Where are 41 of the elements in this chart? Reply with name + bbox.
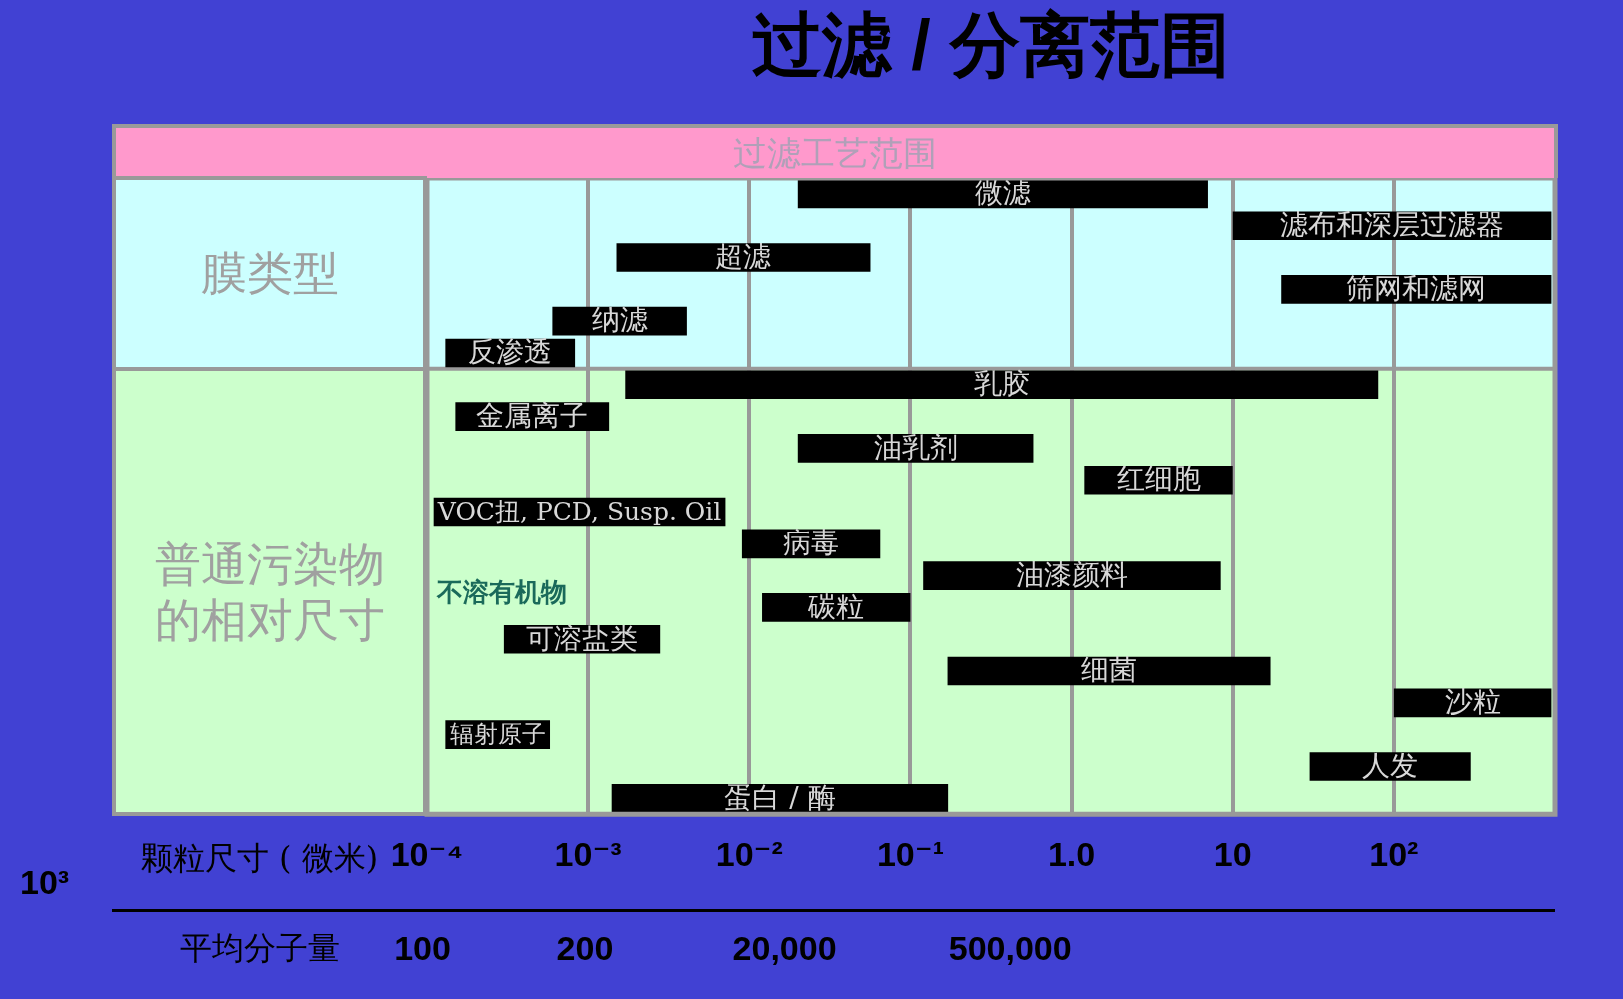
y-tick-label: 超滤 xyxy=(715,239,772,273)
y-tick-label: 筛网和滤网 xyxy=(1346,271,1487,305)
x-tick-label: 10⁻¹ xyxy=(876,834,944,873)
text: 10³ xyxy=(20,862,70,901)
x-tick-label: 10⁻³ xyxy=(554,834,622,873)
y-tick-label: 蛋白 / 酶 xyxy=(724,780,836,814)
y-tick-label: 乳胶 xyxy=(973,367,1030,401)
text: 平均分子量 xyxy=(179,929,340,968)
chart-subtitle: 过滤工艺范围 xyxy=(112,124,1558,178)
y-tick-label: 油乳剂 xyxy=(873,430,958,464)
x-tick-label: 10 xyxy=(1213,834,1252,873)
y-tick-label: VOC扭, PCD, Susp. Oil xyxy=(436,496,722,526)
y-tick-label: 滤布和深层过滤器 xyxy=(1280,208,1505,241)
text: 200 xyxy=(556,929,614,968)
y-tick-label: 可溶盐类 xyxy=(526,621,639,655)
y-tick-label: 反渗透 xyxy=(468,335,553,369)
band-label: 膜类型 xyxy=(199,245,340,302)
y-tick-label: 纳滤 xyxy=(591,303,648,337)
bar xyxy=(616,243,871,272)
y-tick-label: 油漆颜料 xyxy=(1015,557,1128,591)
x-tick-label: 10⁻² xyxy=(715,834,783,873)
band-label: 普通污染物的相对尺寸 xyxy=(153,535,386,648)
text: 20,000 xyxy=(732,929,837,968)
y-tick-label: 碳粒 xyxy=(807,589,865,623)
y-tick-label: 人发 xyxy=(1362,748,1419,782)
x-axis-title: 颗粒尺寸 ( 微米) xyxy=(140,838,379,877)
y-tick-label: 红细胞 xyxy=(1116,462,1201,496)
y-tick-label: 辐射原子 xyxy=(449,719,546,748)
text: 500,000 xyxy=(948,929,1072,968)
bar xyxy=(1309,752,1471,781)
chart-title: 过滤 / 分离范围 xyxy=(751,6,1231,85)
y-tick-label: 金属离子 xyxy=(476,398,589,432)
y-tick-label: 沙粒 xyxy=(1444,685,1501,719)
y-tick-label: 微滤 xyxy=(974,176,1031,210)
x-tick-label: 10² xyxy=(1369,834,1419,873)
annotation: 不溶有机物 xyxy=(436,577,567,608)
text: 100 xyxy=(394,929,451,968)
y-tick-label: 病毒 xyxy=(783,526,840,560)
x-tick-label: 10⁻⁴ xyxy=(390,834,464,873)
y-tick-label: 细菌 xyxy=(1081,653,1138,687)
x-tick-label: 1.0 xyxy=(1047,834,1096,873)
